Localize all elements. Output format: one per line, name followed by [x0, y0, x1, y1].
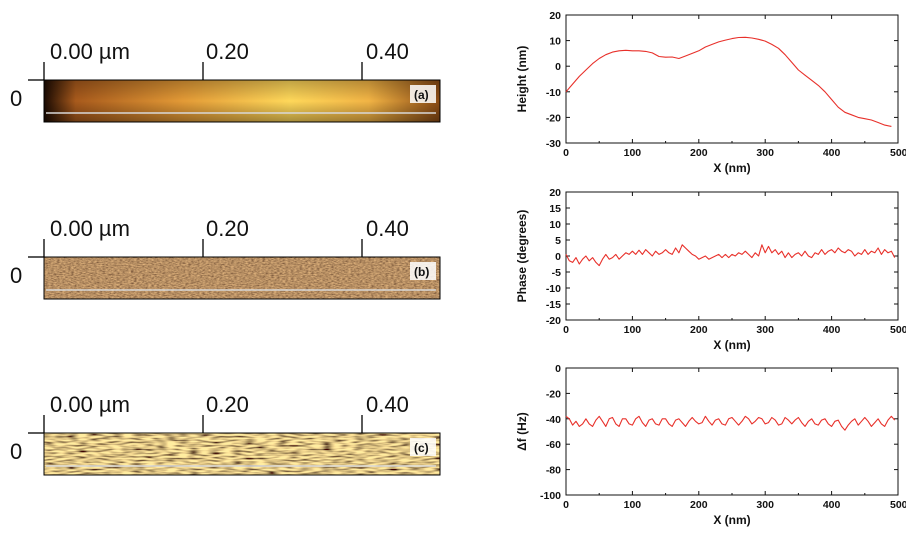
- phase-series-line: [565, 244, 896, 267]
- x-tick-label: 200: [690, 324, 708, 336]
- y-tick-label: 0: [555, 251, 561, 263]
- afm-image-frame: [43, 79, 441, 123]
- y-tick-label: -20: [546, 315, 561, 327]
- afm-scale-label: 0.40: [366, 39, 409, 64]
- afm-frequency-image: [44, 433, 440, 475]
- x-tick-label: 400: [823, 324, 841, 336]
- x-tick-label: 200: [690, 147, 708, 159]
- afm-y-label: 0: [10, 263, 22, 288]
- x-tick-label: 400: [823, 499, 841, 511]
- afm-scale-label: 0.40: [366, 216, 409, 241]
- afm-scale-label: 0.00 µm: [50, 392, 130, 417]
- height-chart: 0 100 200 300 400 500 -30 -20 -10 0 10 20 X (nm) Heig…: [515, 10, 906, 175]
- y-tick-label: 15: [549, 203, 561, 215]
- afm-scale-label: 0.40: [366, 392, 409, 417]
- x-tick-label: 300: [756, 499, 774, 511]
- x-tick-label: 0: [563, 324, 569, 336]
- afm-image-frame: [43, 432, 441, 476]
- afm-panel-tag-bg: [410, 438, 436, 456]
- x-tick-label: 0: [563, 499, 569, 511]
- afm-image-shading: [44, 80, 440, 122]
- y-axis-title: Phase (degrees): [515, 210, 529, 303]
- y-tick-label: 10: [549, 219, 561, 231]
- x-tick-label: 300: [756, 147, 774, 159]
- afm-scale-label: 0.00 µm: [50, 216, 130, 241]
- y-tick-label: -80: [546, 465, 561, 477]
- x-axis-title: X (nm): [713, 338, 750, 352]
- afm-panel-tag-bg: [410, 262, 436, 280]
- afm-scale-label: 0.20: [206, 39, 249, 64]
- chart-frame: [565, 14, 899, 144]
- y-tick-label: -5: [552, 267, 561, 279]
- x-tick-label: 100: [624, 499, 642, 511]
- y-tick-label: 10: [549, 36, 561, 48]
- y-tick-label: -10: [546, 283, 561, 295]
- height-series-line: [565, 36, 892, 127]
- x-tick-label: 300: [756, 324, 774, 336]
- x-tick-label: 400: [823, 147, 841, 159]
- afm-scale-label: 0.20: [206, 392, 249, 417]
- y-tick-label: -15: [546, 299, 561, 311]
- afm-panel-tag: (c): [414, 441, 429, 455]
- afm-panel-b: 0.00 µm 0.20 0.40 0 (b): [10, 216, 441, 300]
- phase-chart: 0 100 200 300 400 500 -20 -15 -10 -5 0 5 10 15 20 X (nm…: [515, 187, 906, 352]
- y-tick-label: -30: [546, 138, 561, 150]
- afm-scale-label: 0.00 µm: [50, 39, 130, 64]
- x-tick-label: 500: [890, 324, 906, 336]
- afm-phase-image: [44, 257, 440, 299]
- frequency-shift-chart: 0 100 200 300 400 500 -100 -80 -60 -40 -20 0 X (nm) Δ…: [515, 363, 906, 527]
- y-tick-label: 5: [555, 235, 561, 247]
- x-axis-title: X (nm): [713, 161, 750, 175]
- afm-panel-c: 0.00 µm 0.20 0.40 0 (c): [10, 392, 441, 476]
- y-axis-title: Height (nm): [515, 46, 529, 113]
- x-tick-label: 200: [690, 499, 708, 511]
- afm-panel-tag-bg: [410, 85, 436, 103]
- afm-panel-tag: (a): [414, 88, 429, 102]
- y-tick-label: 20: [549, 187, 561, 199]
- x-tick-label: 0: [563, 147, 569, 159]
- x-tick-label: 500: [890, 147, 906, 159]
- afm-image-frame: [43, 256, 441, 300]
- chart-frame: [565, 367, 899, 496]
- y-tick-label: -20: [546, 388, 561, 400]
- y-tick-label: -60: [546, 439, 561, 451]
- y-tick-label: 20: [549, 10, 561, 22]
- y-tick-label: -100: [540, 490, 561, 502]
- x-tick-label: 100: [624, 147, 642, 159]
- y-tick-label: -20: [546, 112, 561, 124]
- y-tick-label: -40: [546, 414, 561, 426]
- afm-images: 0.00 µm 0.20 0.400 (a)0.00 µm 0.20 0.400 (b)0.…: [10, 39, 441, 476]
- frequency-shift-series-line: [565, 415, 896, 431]
- chart-frame: [565, 191, 899, 321]
- x-axis-title: X (nm): [713, 513, 750, 527]
- y-tick-label: 0: [555, 363, 561, 375]
- afm-y-label: 0: [10, 86, 22, 111]
- y-axis-title: Δf (Hz): [515, 412, 529, 451]
- y-tick-label: 0: [555, 61, 561, 73]
- afm-scale-label: 0.20: [206, 216, 249, 241]
- afm-panel-a: 0.00 µm 0.20 0.40 0 (a): [10, 39, 441, 123]
- afm-panel-tag: (b): [414, 265, 429, 279]
- y-tick-label: -10: [546, 87, 561, 99]
- x-tick-label: 100: [624, 324, 642, 336]
- afm-y-label: 0: [10, 439, 22, 464]
- x-tick-label: 500: [890, 499, 906, 511]
